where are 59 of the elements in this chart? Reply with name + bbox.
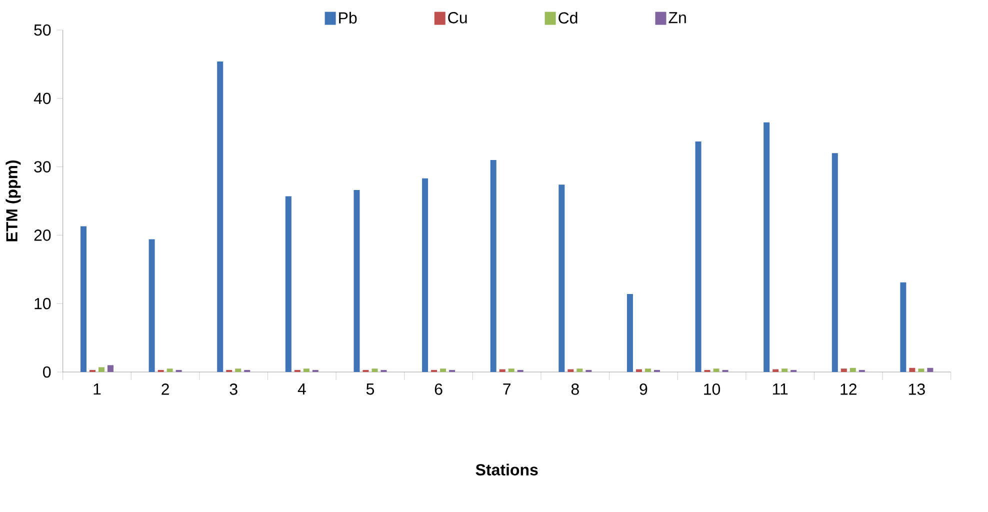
bar xyxy=(644,368,651,372)
bar xyxy=(354,190,360,372)
bar xyxy=(900,282,906,372)
bar xyxy=(832,153,838,372)
x-tick-label: 10 xyxy=(704,384,720,395)
x-tick-label: 8 xyxy=(571,384,579,395)
bar xyxy=(98,367,104,372)
bar xyxy=(508,368,514,372)
x-tick-label: 5 xyxy=(366,384,374,395)
bar xyxy=(108,365,114,372)
x-tick-label: 7 xyxy=(503,384,510,395)
bar xyxy=(772,369,779,372)
bar xyxy=(764,122,770,372)
bar xyxy=(499,369,506,372)
bar xyxy=(490,160,496,372)
x-tick-label: 3 xyxy=(230,384,238,395)
x-tick-label: 11 xyxy=(773,384,788,395)
x-tick-label: 9 xyxy=(640,384,648,395)
y-tick-label: 50 xyxy=(34,24,51,36)
bar xyxy=(303,368,310,372)
x-tick-label: 6 xyxy=(434,384,442,395)
legend-label: Zn xyxy=(668,12,686,24)
y-tick-label: 20 xyxy=(34,230,51,241)
y-tick-label: 10 xyxy=(34,298,51,310)
bar xyxy=(217,61,224,372)
bar xyxy=(558,184,565,372)
bar xyxy=(372,368,378,372)
bar xyxy=(918,368,924,372)
legend-label: Pb xyxy=(339,12,357,24)
x-tick-label: 12 xyxy=(840,384,856,395)
x-axis-title: Stations xyxy=(476,464,538,476)
y-tick-label: 40 xyxy=(34,92,51,104)
x-tick-label: 4 xyxy=(298,384,306,395)
bar xyxy=(626,294,633,372)
bar xyxy=(713,368,720,372)
bar xyxy=(148,239,155,372)
x-tick-label: 2 xyxy=(162,384,169,395)
bar xyxy=(422,178,428,372)
x-tick-label: 1 xyxy=(94,384,101,395)
bar xyxy=(636,369,642,372)
legend-label: Cd xyxy=(558,12,578,24)
bar xyxy=(909,368,916,372)
x-tick-label: 13 xyxy=(909,384,925,395)
bar xyxy=(235,368,242,372)
bar xyxy=(80,226,86,372)
bar xyxy=(440,368,446,372)
bar xyxy=(927,368,934,372)
legend-label: Cu xyxy=(448,12,467,24)
bar xyxy=(285,196,292,372)
bar xyxy=(840,368,847,372)
bar xyxy=(576,368,583,372)
y-axis-title: ETM (ppm) xyxy=(6,160,21,242)
bar xyxy=(850,368,856,372)
bar xyxy=(782,368,788,372)
bar xyxy=(695,141,702,372)
bar xyxy=(568,369,574,372)
y-tick-label: 0 xyxy=(43,366,51,378)
y-tick-label: 30 xyxy=(34,161,51,172)
bar xyxy=(166,368,173,372)
